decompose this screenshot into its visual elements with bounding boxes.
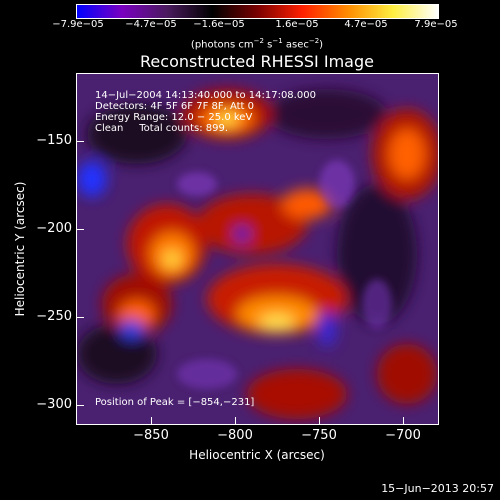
x-tick-label: −750 (301, 428, 337, 443)
x-axis-label: Heliocentric X (arcsec) (189, 448, 325, 462)
colorbar (76, 4, 439, 19)
x-tick-mark (319, 417, 320, 425)
y-tick-label: −300 (36, 397, 72, 412)
reconstructed-image-map (77, 74, 438, 424)
x-tick-label: −850 (133, 428, 169, 443)
y-tick-mark (76, 317, 84, 318)
energy-range-info: Energy Range: 12.0 − 25.0 keV (95, 112, 253, 123)
x-tick-label: −800 (217, 428, 253, 443)
colorbar-units-label: (photons cm−2 s−1 asec−2) (190, 37, 324, 51)
colorbar-tick: 4.7e−05 (344, 19, 388, 30)
peak-position-label: Position of Peak = [−854,−231] (95, 397, 255, 408)
colorbar-tick: −4.7e−05 (125, 19, 177, 30)
colorbar-tick: −7.9e−05 (52, 19, 104, 30)
y-axis-label: Heliocentric Y (arcsec) (13, 181, 27, 317)
y-tick-mark (76, 141, 84, 142)
x-tick-label: −700 (385, 428, 421, 443)
clean-counts-info: Clean Total counts: 899. (95, 123, 229, 134)
y-tick-mark (76, 229, 84, 230)
colorbar-tick: 1.6e−05 (275, 19, 319, 30)
y-tick-label: −200 (36, 221, 72, 236)
observation-time-range: 14−Jul−2004 14:13:40.000 to 14:17:08.000 (95, 90, 316, 101)
generation-timestamp: 15−Jun−2013 20:57 (381, 482, 494, 495)
y-tick-label: −250 (36, 309, 72, 324)
y-tick-mark (76, 405, 84, 406)
x-tick-mark (403, 417, 404, 425)
rhessi-image (76, 73, 439, 425)
plot-title: Reconstructed RHESSI Image (140, 52, 374, 71)
y-tick-label: −150 (36, 133, 72, 148)
x-tick-mark (151, 417, 152, 425)
colorbar-tick: −1.6e−05 (193, 19, 245, 30)
x-tick-mark (235, 417, 236, 425)
colorbar-tick: 7.9e−05 (414, 19, 458, 30)
detectors-info: Detectors: 4F 5F 6F 7F 8F, Att 0 (95, 101, 255, 112)
